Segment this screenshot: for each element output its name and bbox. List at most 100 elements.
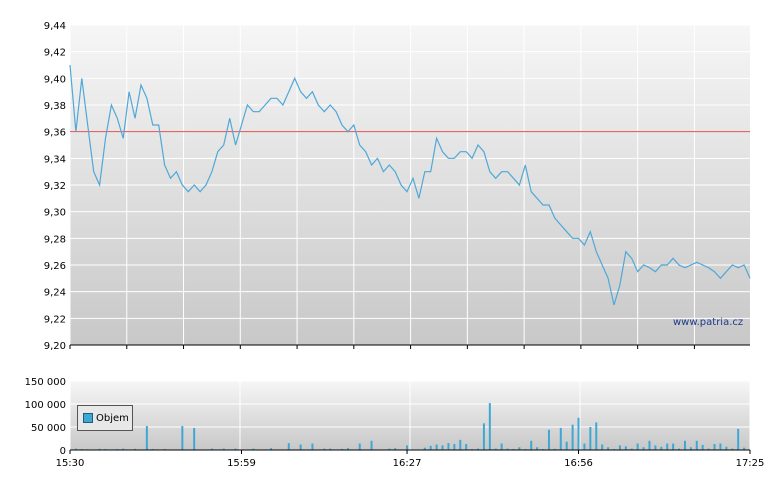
volume-bar xyxy=(252,448,255,450)
volume-bar xyxy=(559,427,562,450)
volume-bar xyxy=(122,448,125,450)
volume-bar xyxy=(323,448,326,450)
volume-bar xyxy=(607,447,610,450)
volume-bar xyxy=(547,429,550,450)
volume-bar xyxy=(447,443,450,450)
volume-bar xyxy=(624,446,627,450)
x-tick-label: 17:25 xyxy=(736,458,765,469)
volume-bar xyxy=(565,441,568,450)
volume-bar xyxy=(536,447,539,450)
legend-label: Objem xyxy=(96,412,129,424)
volume-bar xyxy=(654,445,657,450)
volume-bar xyxy=(234,448,237,450)
price-y-tick-label: 9,24 xyxy=(44,288,66,299)
volume-bar xyxy=(737,428,740,450)
volume-bar xyxy=(553,448,556,450)
volume-bar xyxy=(299,444,302,450)
volume-bar xyxy=(648,440,651,450)
volume-bar xyxy=(678,448,681,450)
volume-bar xyxy=(719,443,722,450)
volume-bar xyxy=(583,443,586,450)
volume-bar xyxy=(453,444,456,450)
volume-bar xyxy=(506,448,509,450)
price-y-tick-label: 9,36 xyxy=(44,128,66,139)
volume-bar xyxy=(683,440,686,450)
price-y-tick-label: 9,20 xyxy=(44,341,66,352)
price-y-tick-label: 9,30 xyxy=(44,208,66,219)
volume-bar xyxy=(642,447,645,450)
volume-y-tick-label: 0 xyxy=(60,446,66,457)
volume-bar xyxy=(145,426,148,450)
volume-bar xyxy=(441,445,444,450)
x-tick-label: 16:27 xyxy=(393,458,422,469)
price-y-tick-label: 9,34 xyxy=(44,154,66,165)
volume-panel: 150 000 100 000 50 000 015:30 15:59 16:27 16:5… xyxy=(25,377,765,469)
volume-bar xyxy=(707,448,710,450)
volume-bar xyxy=(518,447,521,450)
volume-bar xyxy=(601,444,604,450)
volume-bar xyxy=(743,447,746,450)
volume-bar xyxy=(660,446,663,450)
price-y-tick-label: 9,38 xyxy=(44,101,66,112)
volume-bar xyxy=(329,448,332,450)
volume-bar xyxy=(577,417,580,450)
price-y-tick-label: 9,40 xyxy=(44,74,66,85)
price-y-tick-label: 9,22 xyxy=(44,314,66,325)
volume-bar xyxy=(423,447,426,450)
volume-bar xyxy=(500,443,503,450)
price-y-tick-label: 9,32 xyxy=(44,181,66,192)
volume-bar xyxy=(530,440,533,450)
volume-bar xyxy=(406,445,409,450)
volume-bar xyxy=(618,445,621,450)
price-y-tick-label: 9,42 xyxy=(44,48,66,59)
volume-y-tick-label: 150 000 xyxy=(25,377,66,388)
volume-bar xyxy=(134,448,137,450)
volume-bar xyxy=(636,443,639,450)
x-tick-label: 16:56 xyxy=(564,458,593,469)
price-y-tick-label: 9,44 xyxy=(44,21,66,32)
volume-bar xyxy=(689,447,692,450)
volume-y-tick-label: 100 000 xyxy=(25,400,66,411)
volume-bar xyxy=(595,422,598,450)
volume-legend: Objem xyxy=(77,405,133,431)
volume-bar xyxy=(270,448,273,450)
volume-bar xyxy=(701,444,704,450)
volume-bar xyxy=(459,439,462,450)
watermark-text: www.patria.cz xyxy=(673,317,744,328)
volume-bar xyxy=(713,444,716,450)
volume-bar xyxy=(672,443,675,450)
volume-bar xyxy=(370,440,373,450)
volume-bar xyxy=(488,403,491,450)
volume-bar xyxy=(731,448,734,450)
volume-bar xyxy=(210,448,213,450)
volume-bar xyxy=(666,443,669,450)
volume-bar xyxy=(74,448,77,450)
x-tick-label: 15:30 xyxy=(56,458,85,469)
price-y-tick-label: 9,26 xyxy=(44,261,66,272)
volume-bar xyxy=(477,448,479,450)
volume-bar xyxy=(98,448,101,450)
volume-bar xyxy=(571,424,574,450)
price-series-line xyxy=(69,64,751,306)
volume-bar xyxy=(388,448,391,450)
volume-bar xyxy=(630,448,633,450)
price-y-tick-label: 9,28 xyxy=(44,234,66,245)
volume-bar xyxy=(725,446,728,450)
volume-bar xyxy=(394,448,397,450)
volume-bar xyxy=(341,448,343,450)
volume-bar xyxy=(482,423,485,450)
volume-bar xyxy=(287,443,290,450)
volume-bar xyxy=(465,444,468,450)
x-tick-label: 15:59 xyxy=(227,458,256,469)
volume-bar xyxy=(494,448,497,450)
volume-bar xyxy=(429,445,432,450)
volume-bar xyxy=(435,444,438,450)
volume-bar xyxy=(346,448,349,450)
volume-bar xyxy=(358,443,361,450)
volume-bar xyxy=(193,427,196,450)
legend-swatch xyxy=(83,413,93,423)
volume-y-tick-label: 50 000 xyxy=(31,423,66,434)
price-panel: 9,44 9,42 9,40 9,38 9,36 9,34 9,32 9,30 9,28 9,26… xyxy=(44,21,751,352)
